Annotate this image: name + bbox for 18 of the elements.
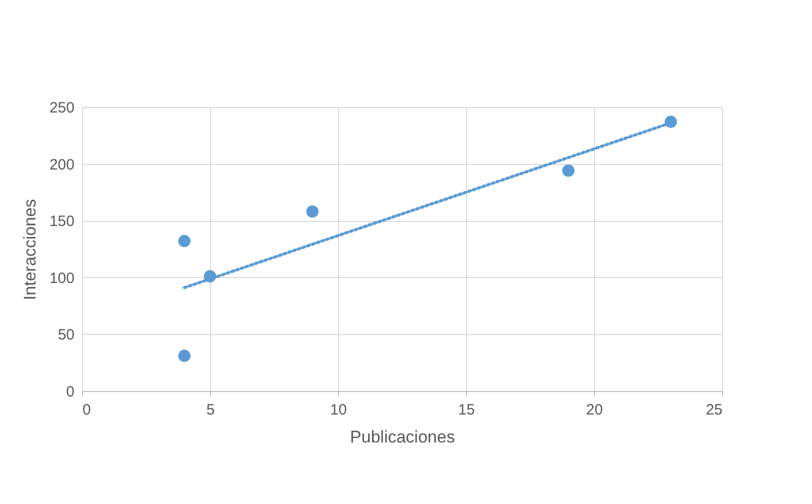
y-axis-title: Interacciones	[20, 198, 40, 300]
x-tick-label: 0	[82, 402, 91, 418]
x-tick-label: 15	[458, 402, 475, 418]
y-tick-label: 50	[58, 326, 74, 344]
point	[306, 205, 319, 218]
x-tick-label: 10	[330, 402, 347, 418]
x-tick-label: 25	[706, 402, 722, 418]
x-axis-title: Publicaciones	[350, 428, 455, 446]
point	[178, 234, 191, 248]
y-tick-label: 250	[49, 100, 74, 116]
x-tick-label: 5	[206, 402, 215, 418]
y-tick-label: 0	[66, 384, 74, 400]
point	[562, 164, 575, 177]
y-tick-label: 100	[49, 270, 74, 287]
point	[178, 350, 191, 362]
y-tick-label: 200	[49, 156, 74, 174]
y-tick-label: 150	[49, 213, 74, 230]
x-tick-label: 20	[586, 402, 603, 418]
